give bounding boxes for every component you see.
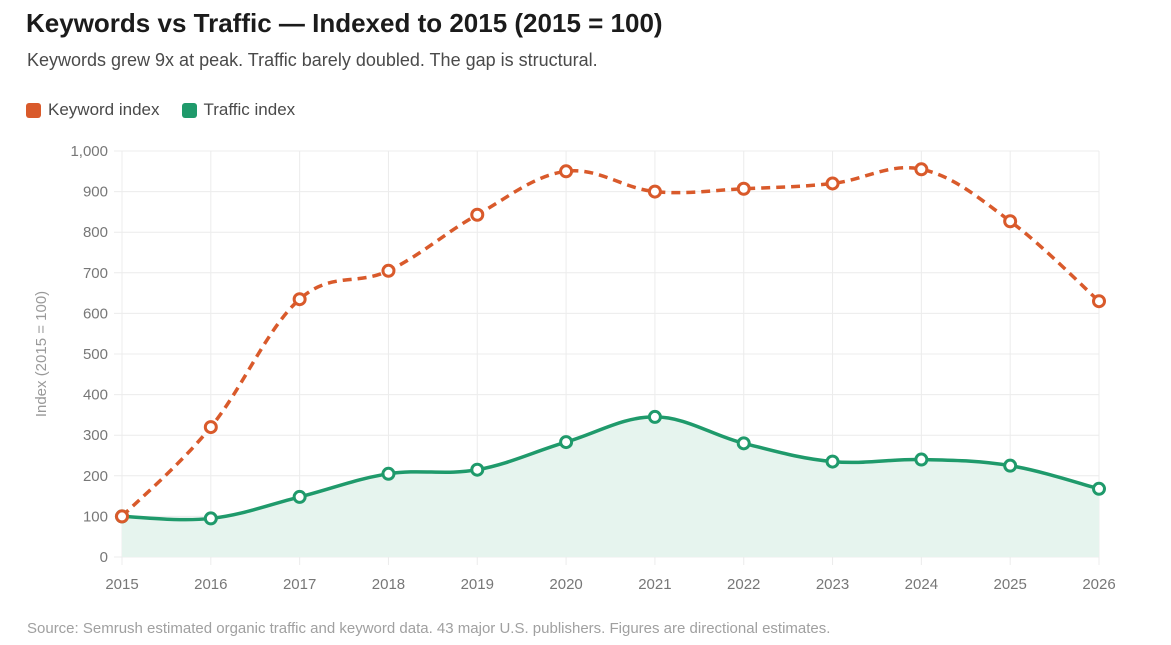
traffic-point[interactable]	[736, 436, 751, 451]
line-chart: 0 100 200 300 400 500 600 700 800 900 1,000 2015 201…	[33, 143, 1116, 593]
traffic-point[interactable]	[203, 511, 218, 526]
source-note: Source: Semrush estimated organic traffi…	[27, 620, 831, 637]
traffic-point[interactable]	[292, 489, 307, 504]
traffic-point[interactable]	[559, 435, 574, 450]
keyword-point[interactable]	[914, 162, 929, 177]
x-tick-label: 2022	[727, 576, 760, 593]
legend-label-keyword: Keyword index	[48, 100, 160, 119]
keyword-point[interactable]	[1003, 214, 1018, 229]
keyword-point[interactable]	[115, 509, 129, 524]
keyword-point[interactable]	[470, 207, 485, 222]
traffic-point[interactable]	[825, 454, 840, 469]
chart-area: 0 100 200 300 400 500 600 700 800 900 1,000 2015 201…	[0, 135, 1171, 605]
x-tick-label: 2026	[1082, 576, 1115, 593]
y-tick-label: 100	[83, 508, 108, 525]
chart-title: Keywords vs Traffic — Indexed to 2015 (2…	[26, 8, 663, 38]
y-tick-label: 300	[83, 427, 108, 444]
y-axis-title: Index (2015 = 100)	[33, 291, 50, 417]
y-tick-label: 0	[100, 549, 108, 566]
legend-item-keyword[interactable]: Keyword index	[26, 100, 160, 120]
x-tick-label: 2016	[194, 576, 227, 593]
legend-item-traffic[interactable]: Traffic index	[181, 100, 296, 120]
keyword-point[interactable]	[292, 292, 307, 307]
y-tick-label: 900	[83, 184, 108, 201]
keyword-point[interactable]	[825, 176, 840, 191]
traffic-point[interactable]	[1092, 481, 1106, 496]
keyword-point[interactable]	[559, 164, 574, 179]
traffic-area-fill	[122, 416, 1099, 557]
y-tick-label: 500	[83, 346, 108, 363]
keyword-point[interactable]	[736, 181, 751, 196]
keyword-point[interactable]	[381, 263, 396, 278]
y-tick-label: 800	[83, 224, 108, 241]
traffic-point[interactable]	[647, 409, 662, 424]
legend-swatch-keyword	[26, 102, 41, 118]
traffic-point[interactable]	[914, 452, 929, 467]
x-tick-label: 2024	[905, 576, 938, 593]
chart-legend: Keyword index Traffic index	[26, 100, 295, 120]
x-tick-label: 2017	[283, 576, 316, 593]
y-tick-label: 400	[83, 387, 108, 404]
keyword-point[interactable]	[203, 420, 218, 435]
traffic-point[interactable]	[381, 466, 396, 481]
x-tick-label: 2020	[549, 576, 582, 593]
traffic-series-line	[120, 415, 1101, 522]
x-tick-label: 2023	[816, 576, 849, 593]
y-tick-label: 700	[83, 265, 108, 282]
y-tick-label: 600	[83, 305, 108, 322]
keyword-point[interactable]	[1092, 294, 1106, 309]
keyword-series-line	[120, 166, 1101, 518]
traffic-point[interactable]	[1003, 458, 1018, 473]
traffic-point[interactable]	[470, 462, 485, 477]
y-tick-label: 200	[83, 468, 108, 485]
y-tick-label: 1,000	[70, 143, 108, 160]
x-tick-label: 2019	[461, 576, 494, 593]
x-tick-label: 2021	[638, 576, 671, 593]
legend-swatch-traffic	[181, 102, 197, 118]
keyword-point[interactable]	[647, 184, 662, 199]
x-tick-label: 2015	[105, 576, 138, 593]
x-tick-label: 2018	[372, 576, 405, 593]
chart-subtitle: Keywords grew 9x at peak. Traffic barely…	[27, 50, 598, 70]
x-tick-label: 2025	[993, 576, 1026, 593]
legend-label-traffic: Traffic index	[203, 100, 296, 119]
